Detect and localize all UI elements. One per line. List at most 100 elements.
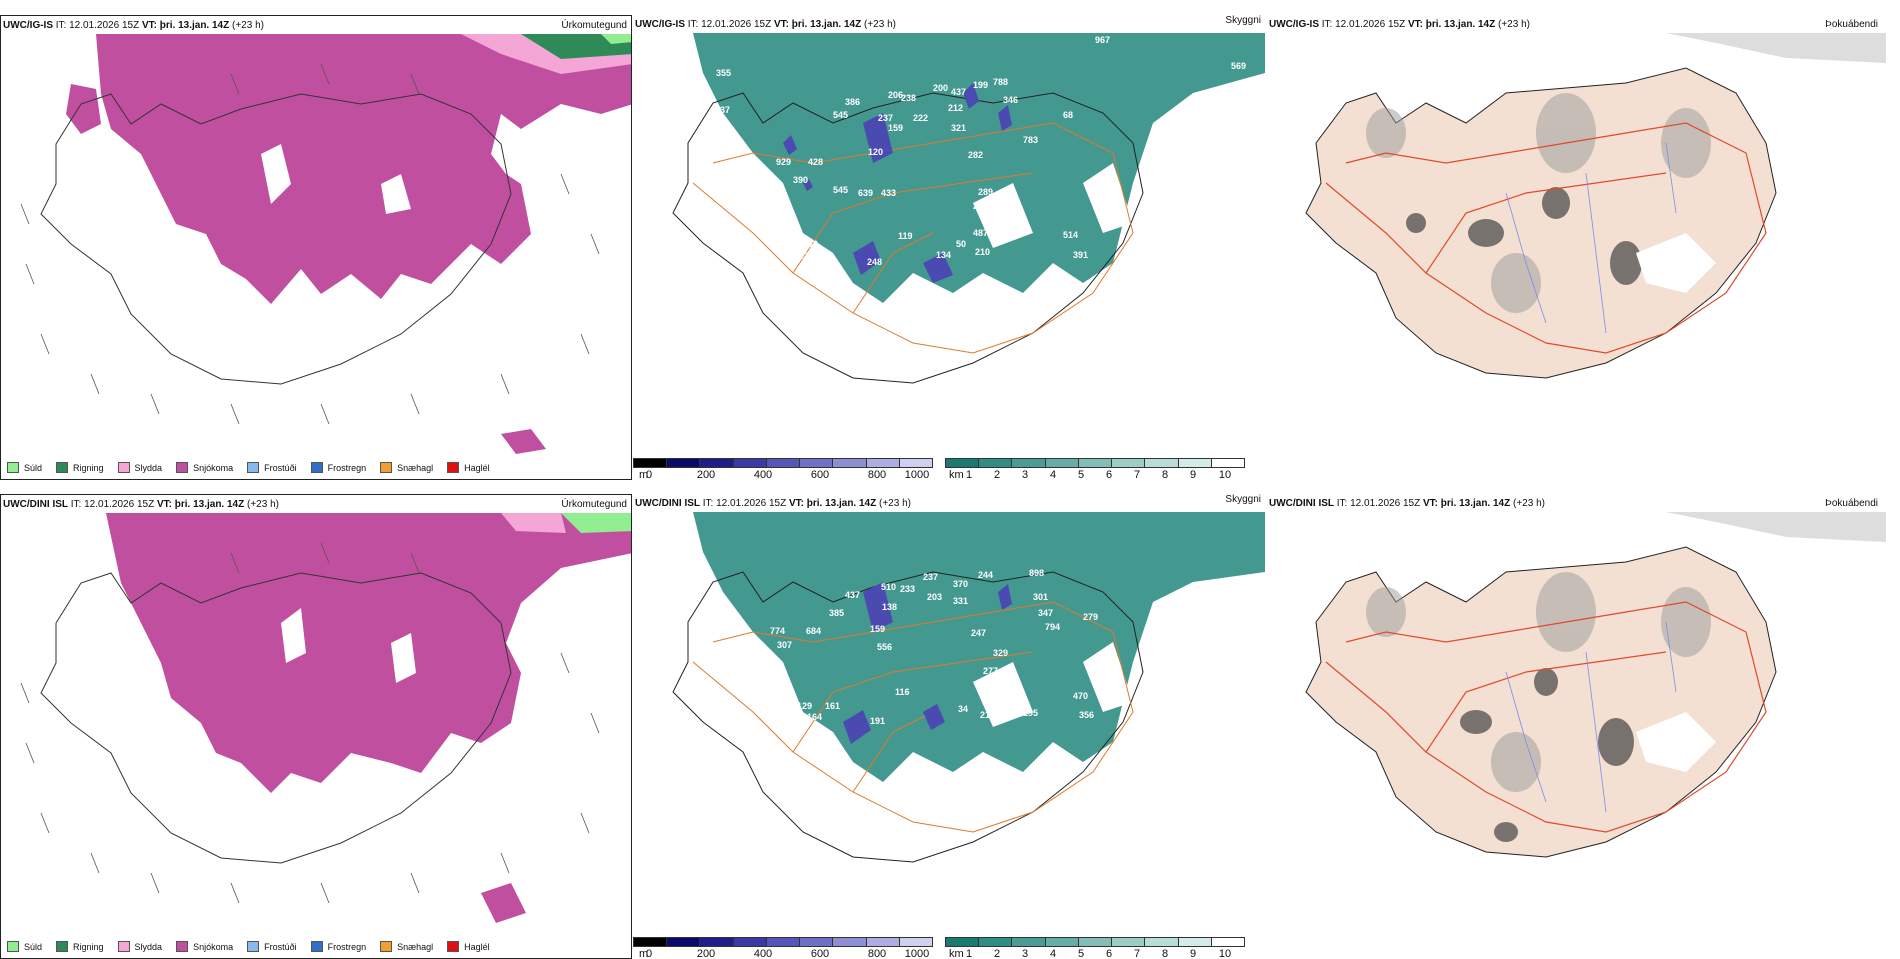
cloudbase-value-label: 200	[933, 83, 948, 93]
panel-title: Skyggni	[1225, 494, 1261, 505]
fog-indicator-panel-igis: UWC/IG-IS IT: 12.01.2026 15Z VT: þri. 13…	[1266, 15, 1900, 480]
visibility-unit: km	[949, 469, 964, 480]
cloudbase-value-label: 967	[1095, 35, 1110, 45]
cloudbase-value-label: 545	[833, 185, 848, 195]
tick: 5	[1077, 469, 1085, 480]
cloudbase-value-label: 138	[882, 602, 897, 612]
legend-item: Frostúði	[247, 941, 297, 952]
tick: 2	[993, 469, 1001, 480]
cloud-visibility-panel-dini: UWC/DINI ISL IT: 12.01.2026 15Z VT: þri.…	[633, 494, 1265, 959]
cloudbase-value-label: 279	[1083, 612, 1098, 622]
cloudbase-value-label: 433	[881, 188, 896, 198]
cloudbase-value-label: 130	[803, 239, 818, 249]
cloudbase-value-label: 238	[901, 93, 916, 103]
cloudbase-value-label: 390	[793, 175, 808, 185]
visibility-scale: km 1 2 3 4 5 6 7 8 9 10	[945, 458, 1245, 480]
cloudbase-value-label: 129	[797, 701, 812, 711]
cloudbase-value-label: 222	[913, 113, 928, 123]
fog-map	[1305, 33, 1886, 379]
cloudbase-value-label: 684	[806, 626, 821, 636]
cloudbase-value-label: 237	[878, 113, 893, 123]
cloud-visibility-panel-igis: UWC/IG-IS IT: 12.01.2026 15Z VT: þri. 13…	[633, 15, 1265, 480]
cloudbase-value-label: 783	[1023, 135, 1038, 145]
cloudbase-value-label: 437	[845, 590, 860, 600]
cloudbase-value-label: 219	[980, 710, 995, 720]
cloudbase-value-label: 437	[951, 87, 966, 97]
tick: 8	[1161, 469, 1169, 480]
cloudbase-value-label: 212	[948, 103, 963, 113]
cloudbase-value-label: 195	[1023, 708, 1038, 718]
tick: 9	[1189, 469, 1197, 480]
cloudbase-value-label: 556	[877, 642, 892, 652]
tick: 1	[965, 469, 973, 480]
cloudbase-scale: m 0 200 400 600 800 1000	[633, 937, 933, 959]
cloudbase-value-label: 329	[993, 648, 1008, 658]
cloudbase-value-label: 346	[1003, 95, 1018, 105]
cloudbase-value-label: 119	[898, 231, 913, 241]
cloudbase-value-label: 248	[867, 257, 882, 267]
cloudbase-value-label: 321	[951, 123, 966, 133]
cloudbase-value-label: 233	[900, 584, 915, 594]
snow-field	[106, 513, 631, 793]
cloudbase-value-label: 50	[956, 239, 966, 249]
visibility-scale: km 1 2 3 4 5 6 7 8 9 10	[945, 937, 1245, 959]
cloudbase-value-label: 199	[973, 80, 988, 90]
cloudbase-value-label: 119	[783, 239, 798, 249]
iceland-coast	[40, 93, 512, 385]
legend-item: Súld	[7, 462, 42, 473]
cloudbase-value-label: 68	[1063, 110, 1073, 120]
cloudbase-value-label: 161	[825, 701, 840, 711]
cloudbase-value-label: 788	[993, 77, 1008, 87]
tick: 7	[1133, 469, 1141, 480]
cloudbase-value-label: 470	[1073, 691, 1088, 701]
panel-title: Skyggni	[1225, 15, 1261, 26]
cloudbase-value-label: 277	[983, 666, 998, 676]
red-roads	[1325, 122, 1767, 354]
cloudbase-scale: m 0 200 400 600 800 1000	[633, 458, 933, 480]
roads	[692, 601, 1134, 833]
tick: 3	[1021, 469, 1029, 480]
iceland-land	[1305, 67, 1777, 379]
fog-patches	[1460, 668, 1634, 842]
fog-indicator-panel-dini: UWC/DINI ISL IT: 12.01.2026 15Z VT: þri.…	[1266, 494, 1900, 959]
cloudbase-value-label: 545	[833, 110, 848, 120]
panel-header: UWC/DINI ISL IT: 12.01.2026 15Z VT: þri.…	[3, 499, 279, 510]
legend-item: Súld	[7, 941, 42, 952]
legend-item: Rigning	[56, 462, 104, 473]
snow-field	[96, 34, 631, 304]
cloudbase-value-label: 134	[936, 250, 951, 260]
cloudbase-value-label: 203	[927, 592, 942, 602]
cloudbase-value-label: 428	[808, 157, 823, 167]
cloudbase-value-label: 487	[973, 228, 988, 238]
legend-item: Snæhagl	[380, 462, 433, 473]
legend-item: Frostregn	[310, 941, 366, 952]
cloudbase-value-label: 391	[1073, 250, 1088, 260]
legend-item: Snæhagl	[380, 941, 433, 952]
cloudbase-value-label: 510	[881, 582, 896, 592]
cloudbase-value-label: 289	[978, 187, 993, 197]
red-roads	[1325, 601, 1767, 833]
tick: 4	[1049, 469, 1057, 480]
cloudbase-value-label: 125	[798, 251, 813, 261]
cloudbase-value-label: 247	[971, 628, 986, 638]
cloudbase-value-label: 159	[870, 624, 885, 634]
precip-type-panel-dini: UWC/DINI ISL IT: 12.01.2026 15Z VT: þri.…	[0, 494, 632, 959]
tick: 10	[1218, 469, 1232, 480]
cloudbase-value-label: 774	[770, 626, 785, 636]
legend-item: Haglél	[447, 941, 490, 952]
tick: 1000	[904, 469, 930, 480]
cloudbase-value-label: 337	[715, 105, 730, 115]
wind-barbs	[20, 63, 600, 425]
precip-legend: Súld Rigning Slydda Snjókoma Frostúði Fr…	[7, 462, 490, 473]
panel-header: UWC/DINI ISL IT: 12.01.2026 15Z VT: þri.…	[635, 498, 911, 509]
cloudbase-value-label: 294	[973, 201, 988, 211]
panel-header: UWC/IG-IS IT: 12.01.2026 15Z VT: þri. 13…	[3, 20, 264, 31]
cloudbase-value-label: 386	[845, 97, 860, 107]
legend-item: Haglél	[447, 462, 490, 473]
iceland-land	[1305, 546, 1777, 858]
tick: 400	[753, 469, 773, 480]
cloudbase-value-label: 794	[1045, 622, 1060, 632]
